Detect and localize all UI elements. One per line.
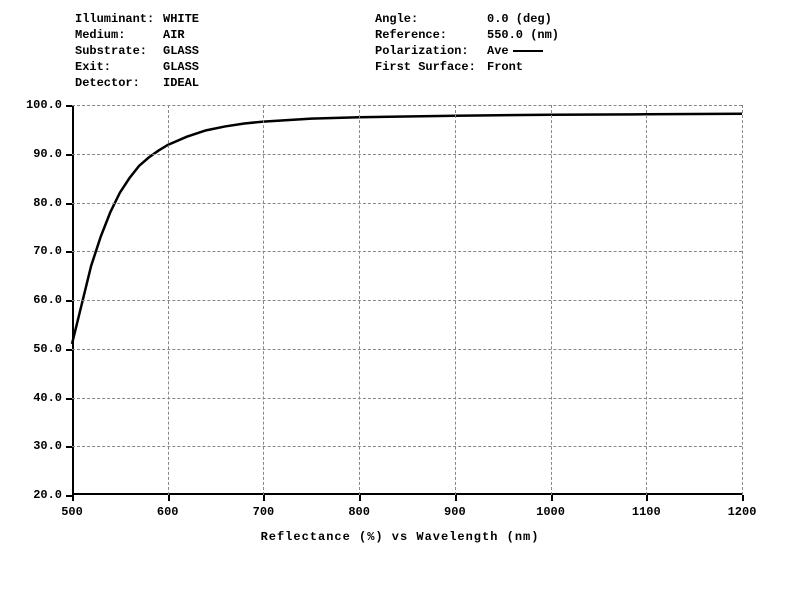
grid-line	[455, 105, 456, 495]
header-value: Ave	[487, 44, 509, 58]
y-tick	[66, 398, 72, 400]
x-tick-label: 700	[253, 505, 275, 519]
header-label: Exit:	[75, 60, 163, 74]
polarization-line-icon	[513, 50, 543, 52]
grid-line	[72, 446, 742, 447]
grid-line	[72, 300, 742, 301]
y-tick-label: 30.0	[33, 439, 62, 453]
header-label: Illuminant:	[75, 12, 163, 26]
grid-line	[72, 398, 742, 399]
grid-line	[263, 105, 264, 495]
grid-line	[72, 203, 742, 204]
header-label: Reference:	[375, 28, 487, 42]
header-label: Detector:	[75, 76, 163, 90]
x-tick-label: 900	[444, 505, 466, 519]
grid-line	[72, 105, 742, 106]
header-label: Substrate:	[75, 44, 163, 58]
grid-line	[359, 105, 360, 495]
grid-line	[72, 251, 742, 252]
y-tick-label: 40.0	[33, 391, 62, 405]
y-tick-label: 20.0	[33, 488, 62, 502]
x-tick	[551, 495, 553, 501]
header-label: Angle:	[375, 12, 487, 26]
header-value: 550.0 (nm)	[487, 28, 559, 42]
y-tick	[66, 349, 72, 351]
header-row: Detector:IDEAL	[75, 76, 760, 90]
x-tick	[359, 495, 361, 501]
header-value: GLASS	[163, 44, 199, 58]
y-tick-label: 70.0	[33, 244, 62, 258]
x-tick-label: 800	[348, 505, 370, 519]
header-value: IDEAL	[163, 76, 199, 90]
header-label: Polarization:	[375, 44, 487, 58]
y-tick-label: 100.0	[26, 98, 62, 112]
header-value: GLASS	[163, 60, 199, 74]
chart-container: Illuminant:WHITE Angle:0.0 (deg) Medium:AI…	[0, 0, 800, 600]
header-value: WHITE	[163, 12, 199, 26]
header-value: 0.0 (deg)	[487, 12, 552, 26]
y-tick-label: 60.0	[33, 293, 62, 307]
x-tick	[646, 495, 648, 501]
header-row: Exit:GLASS First Surface:Front	[75, 60, 760, 74]
reflectance-curve	[72, 114, 742, 344]
y-tick	[66, 446, 72, 448]
x-tick-label: 1200	[728, 505, 757, 519]
y-tick	[66, 105, 72, 107]
y-tick-label: 50.0	[33, 342, 62, 356]
x-tick	[263, 495, 265, 501]
x-tick	[455, 495, 457, 501]
y-tick	[66, 154, 72, 156]
x-tick-label: 600	[157, 505, 179, 519]
header-row: Substrate:GLASS Polarization:Ave	[75, 44, 760, 58]
grid-line	[742, 105, 743, 495]
plot-area: 20.030.040.050.060.070.080.090.0100.0500…	[72, 105, 742, 495]
grid-line	[168, 105, 169, 495]
x-tick-label: 1100	[632, 505, 661, 519]
header-block: Illuminant:WHITE Angle:0.0 (deg) Medium:AI…	[75, 12, 760, 92]
header-row: Illuminant:WHITE Angle:0.0 (deg)	[75, 12, 760, 26]
header-label: Medium:	[75, 28, 163, 42]
x-tick	[72, 495, 74, 501]
header-value: AIR	[163, 28, 185, 42]
grid-line	[72, 349, 742, 350]
x-tick-label: 500	[61, 505, 83, 519]
y-tick-label: 90.0	[33, 147, 62, 161]
grid-line	[72, 154, 742, 155]
axis-title: Reflectance (%) vs Wavelength (nm)	[0, 530, 800, 544]
x-tick-label: 1000	[536, 505, 565, 519]
y-tick-label: 80.0	[33, 196, 62, 210]
header-row: Medium:AIR Reference:550.0 (nm)	[75, 28, 760, 42]
grid-line	[551, 105, 552, 495]
header-value: Front	[487, 60, 523, 74]
x-tick	[742, 495, 744, 501]
y-tick	[66, 251, 72, 253]
y-tick	[66, 203, 72, 205]
header-label: First Surface:	[375, 60, 487, 74]
y-tick	[66, 300, 72, 302]
grid-line	[646, 105, 647, 495]
x-tick	[168, 495, 170, 501]
